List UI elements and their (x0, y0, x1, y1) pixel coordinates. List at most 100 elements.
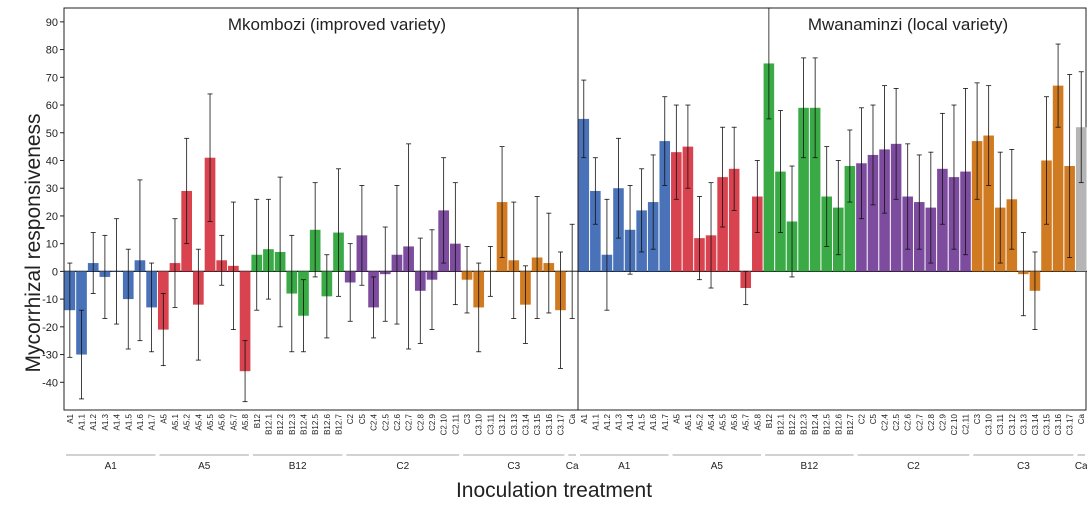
y-tick-label: 30 (46, 183, 58, 195)
bar-B12 (763, 63, 775, 272)
category-label: Ca (1077, 413, 1086, 424)
group-label-A1: A1 (105, 461, 118, 472)
category-label: A1.2 (603, 413, 612, 430)
group-label-C2: C2 (396, 461, 409, 472)
bar-A5.8 (239, 271, 251, 372)
category-label: C2.11 (962, 413, 971, 434)
category-label: A5 (672, 413, 681, 423)
panel-title-mkombozi: Mkombozi (improved variety) (228, 15, 446, 34)
bar-A5.6 (728, 168, 740, 272)
category-label: B12.2 (788, 413, 797, 434)
category-label: A5.1 (684, 413, 693, 430)
group-label-C3: C3 (507, 461, 520, 472)
bar-B12.7 (844, 166, 856, 272)
category-label: B12.3 (288, 413, 297, 434)
category-label: A5.6 (218, 413, 227, 430)
category-label: C3.15 (1043, 413, 1052, 435)
category-label: C3.16 (1054, 413, 1063, 435)
category-label: B12.3 (800, 413, 809, 434)
y-tick-label: -10 (42, 294, 58, 306)
category-label: C2.5 (381, 413, 390, 430)
bar-A5 (671, 152, 682, 272)
category-label: C3.13 (510, 413, 519, 435)
x-axis-title: Inoculation treatment (456, 479, 652, 502)
y-tick-label: -20 (42, 322, 58, 334)
category-label: C3.11 (486, 413, 495, 434)
error-bars-layer (67, 7, 1084, 403)
category-label: C2.9 (428, 413, 437, 430)
y-tick-label: 40 (46, 155, 58, 167)
category-label: B12.7 (846, 413, 855, 434)
bar-C3.16 (1052, 85, 1064, 272)
category-label: C3.11 (996, 413, 1005, 434)
category-label: B12.6 (834, 413, 843, 434)
y-tick-label: -40 (42, 377, 58, 389)
category-label: B12.5 (311, 413, 320, 434)
category-label: C3.13 (1019, 413, 1028, 435)
y-tick-label: -30 (42, 350, 58, 362)
bar-A5.8 (752, 196, 763, 272)
bar-Ca (1075, 127, 1087, 272)
category-label: A1.4 (113, 413, 122, 430)
category-label: C3.10 (985, 413, 994, 435)
category-label: B12.6 (323, 413, 332, 434)
category-label: C3.10 (475, 413, 484, 435)
group-label-A5: A5 (711, 461, 724, 472)
group-label-C3: C3 (1017, 461, 1030, 472)
category-label: A5.2 (183, 413, 192, 430)
category-label: A5.4 (194, 413, 203, 430)
category-label: C2.10 (950, 413, 959, 435)
category-label: C2.8 (927, 413, 936, 430)
category-label: C2.10 (440, 413, 449, 435)
category-label: C3.14 (521, 413, 530, 435)
panel-title-mwanaminzi: Mwanaminzi (local variety) (808, 15, 1008, 34)
category-label: C2.6 (904, 413, 913, 430)
category-label: C2.11 (451, 413, 460, 434)
bar-C5 (867, 154, 879, 272)
category-label: Ca (568, 413, 577, 424)
category-label: C2 (346, 413, 355, 424)
group-label-Ca: Ca (566, 461, 579, 472)
category-label: A5.6 (730, 413, 739, 430)
category-label: C3.17 (556, 413, 565, 435)
category-label: A1.2 (89, 413, 98, 430)
group-label-A5: A5 (198, 461, 211, 472)
category-label: A5.8 (241, 413, 250, 430)
y-tick-label: 20 (46, 211, 58, 223)
category-label: C2.7 (915, 413, 924, 430)
category-label: A1.5 (638, 413, 647, 430)
category-label: C2.6 (393, 413, 402, 430)
category-label: A5.2 (695, 413, 704, 430)
category-label: A1.5 (124, 413, 133, 430)
category-label: A1.7 (148, 413, 157, 430)
category-label: C3.12 (1008, 413, 1017, 435)
category-label: B12.1 (264, 413, 273, 434)
category-label: A5.1 (171, 413, 180, 430)
category-label: C3.12 (498, 413, 507, 435)
category-label: A1.1 (78, 413, 87, 430)
bar-C2.5 (890, 143, 902, 272)
group-label-B12: B12 (289, 461, 307, 472)
category-label: A5.5 (206, 413, 215, 430)
category-label: A5.8 (753, 413, 762, 430)
category-label: C2.5 (892, 413, 901, 430)
bar-B12.4 (809, 107, 821, 272)
category-label: C2 (857, 413, 866, 424)
category-label: A1.7 (661, 413, 670, 430)
category-label: A5 (159, 413, 168, 423)
group-label-A1: A1 (618, 461, 631, 472)
bars-layer (64, 63, 1087, 372)
bar-C3.10 (983, 135, 994, 272)
category-label: B12.2 (276, 413, 285, 434)
category-label: A1.6 (136, 413, 145, 430)
bar-B12.3 (798, 107, 809, 272)
group-label-Ca: Ca (1075, 461, 1087, 472)
category-label: C2.4 (881, 413, 890, 430)
category-label: B12.5 (823, 413, 832, 434)
bar-A1.7 (659, 141, 671, 272)
y-tick-label: 0 (52, 266, 58, 278)
category-label: A1.1 (591, 413, 600, 430)
category-label: C2.7 (405, 413, 414, 430)
